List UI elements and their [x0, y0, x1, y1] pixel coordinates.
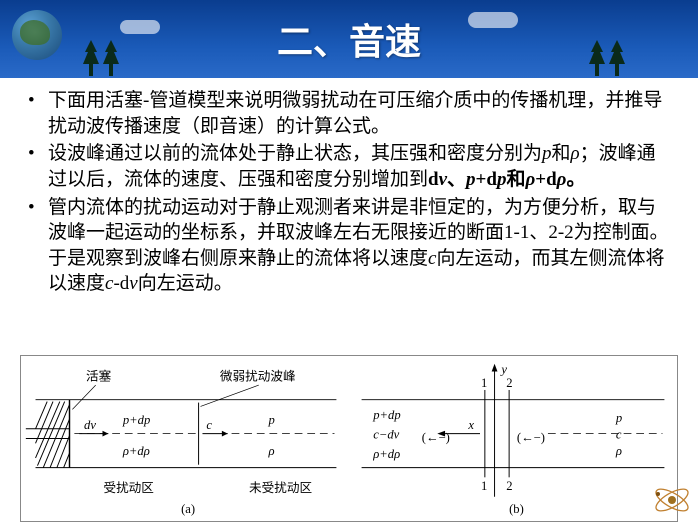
tree-icon — [586, 38, 608, 78]
svg-text:(a): (a) — [181, 502, 195, 516]
bullet-text: 管内流体的扰动运动对于静止观测者来讲是非恒定的，为方便分析，取与波峰一起运动的坐… — [48, 195, 670, 298]
bullet-marker: • — [28, 141, 38, 192]
cloud-decoration — [468, 12, 518, 28]
diagram-a: 活塞 微弱扰动波峰 p+dp ρ+dρ dv c p ρ 受扰动区 — [21, 356, 349, 521]
svg-text:受扰动区: 受扰动区 — [103, 481, 153, 495]
atom-orbit-icon — [652, 480, 692, 520]
svg-text:微弱扰动波峰: 微弱扰动波峰 — [220, 369, 296, 383]
bullet-item: •设波峰通过以前的流体处于静止状态，其压强和密度分别为p和ρ；波峰通过以后，流体… — [28, 141, 670, 192]
svg-text:c: c — [616, 428, 622, 442]
bullet-marker: • — [28, 88, 38, 139]
svg-text:1: 1 — [481, 479, 487, 493]
svg-text:dv: dv — [84, 418, 96, 432]
slide-title: 二、音速 — [277, 13, 421, 65]
slide-body: •下面用活塞-管道模型来说明微弱扰动在可压缩介质中的传播机理，并推导扰动波传播速… — [0, 78, 698, 303]
svg-text:2: 2 — [506, 479, 512, 493]
bullet-item: •管内流体的扰动运动对于静止观测者来讲是非恒定的，为方便分析，取与波峰一起运动的… — [28, 195, 670, 298]
svg-text:x: x — [467, 418, 474, 432]
tree-icon — [80, 38, 102, 78]
diagram-figure: 活塞 微弱扰动波峰 p+dp ρ+dρ dv c p ρ 受扰动区 — [20, 355, 678, 522]
svg-text:p+dp: p+dp — [372, 408, 400, 422]
svg-text:(b): (b) — [509, 502, 524, 516]
svg-text:1: 1 — [481, 376, 487, 390]
svg-text:未受扰动区: 未受扰动区 — [249, 481, 312, 495]
earth-globe-icon — [12, 10, 62, 60]
svg-text:c: c — [206, 418, 212, 432]
slide-header: 二、音速 — [0, 0, 698, 78]
svg-text:ρ+dρ: ρ+dρ — [372, 447, 400, 461]
svg-text:y: y — [499, 362, 507, 376]
svg-text:(←−): (←−) — [517, 430, 545, 444]
bullet-text: 设波峰通过以前的流体处于静止状态，其压强和密度分别为p和ρ；波峰通过以后，流体的… — [48, 141, 670, 192]
diagram-b: y 1 2 1 2 x p+dp c−dv ρ+dρ (←−) (←−) — [349, 356, 677, 521]
svg-text:c−dv: c−dv — [373, 428, 399, 442]
svg-text:ρ: ρ — [267, 444, 274, 458]
svg-text:ρ+dρ: ρ+dρ — [122, 444, 150, 458]
bullet-marker: • — [28, 195, 38, 298]
cloud-decoration — [120, 20, 160, 34]
svg-text:2: 2 — [506, 376, 512, 390]
svg-text:p: p — [267, 413, 274, 427]
tree-icon — [100, 38, 122, 78]
svg-text:p+dp: p+dp — [122, 413, 150, 427]
bullet-item: •下面用活塞-管道模型来说明微弱扰动在可压缩介质中的传播机理，并推导扰动波传播速… — [28, 88, 670, 139]
svg-text:活塞: 活塞 — [86, 368, 112, 383]
bullet-text: 下面用活塞-管道模型来说明微弱扰动在可压缩介质中的传播机理，并推导扰动波传播速度… — [48, 88, 670, 139]
svg-text:p: p — [615, 411, 622, 425]
svg-text:(←−): (←−) — [422, 430, 450, 444]
tree-icon — [606, 38, 628, 78]
svg-text:ρ: ρ — [615, 444, 622, 458]
